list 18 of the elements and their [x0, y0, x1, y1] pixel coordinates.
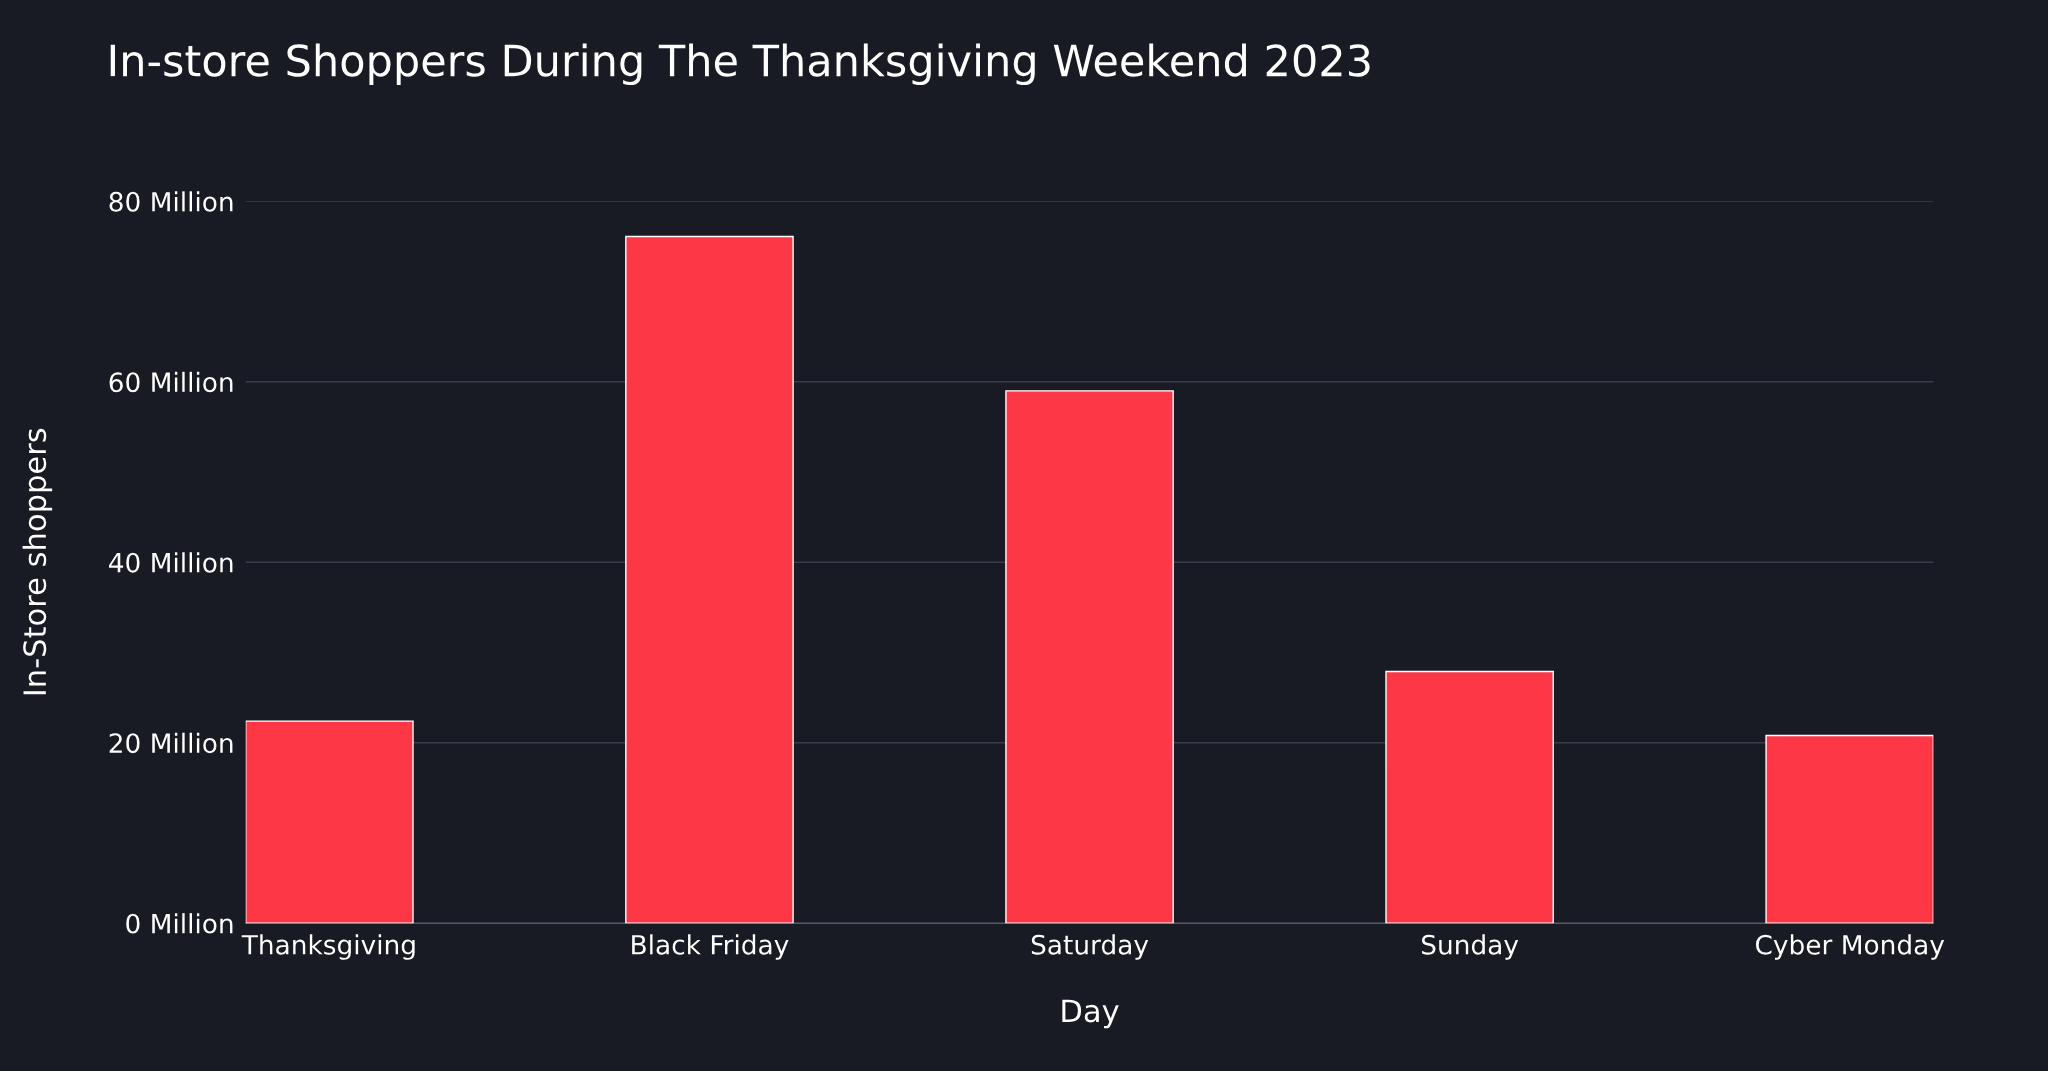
y-tick-label: 60 Million	[109, 371, 233, 393]
chart-title: In-store Shoppers During The Thanksgiving Weekend 2023	[110, 43, 1370, 86]
bar	[1385, 670, 1554, 924]
x-axis-title: Day	[1062, 999, 1119, 1029]
y-axis-title: In-Store shoppers	[22, 428, 53, 695]
bar	[625, 235, 794, 924]
bar	[1765, 734, 1934, 924]
x-tick-label: Thanksgiving	[241, 934, 415, 960]
y-tick-label: 80 Million	[109, 191, 233, 212]
x-tick-label: Black Friday	[632, 934, 789, 960]
bar	[245, 720, 414, 924]
y-tick-label: 40 Million	[109, 552, 233, 573]
x-tick-label: Saturday	[1031, 934, 1149, 960]
y-tick-label: 0 Million	[126, 913, 233, 934]
bar	[1005, 390, 1174, 924]
x-tick-label: Sunday	[1421, 934, 1519, 960]
y-tick-label: 20 Million	[109, 732, 233, 754]
x-tick-label: Cyber Monday	[1755, 934, 1945, 960]
